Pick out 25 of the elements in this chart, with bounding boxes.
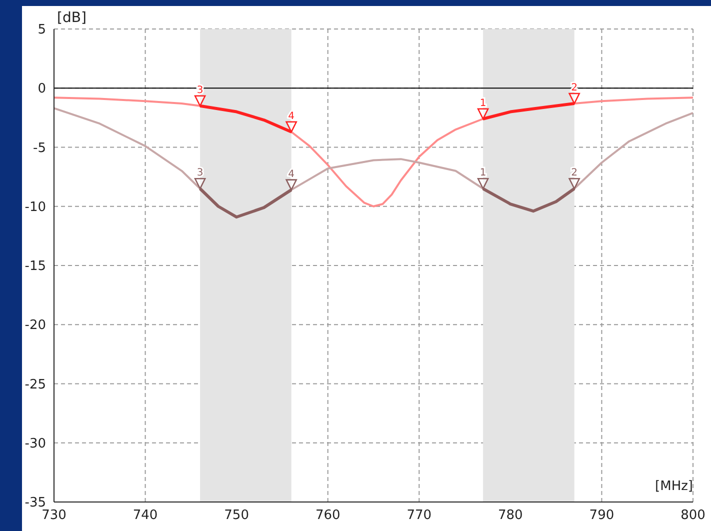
x-tick-label: 730 bbox=[42, 508, 66, 524]
y-axis-title: [dB] bbox=[57, 10, 86, 26]
x-tick-label: 800 bbox=[680, 508, 706, 524]
y-tick-label: -10 bbox=[24, 200, 46, 215]
annotation: 4 bbox=[288, 110, 295, 122]
x-axis-title: [MHz] bbox=[655, 479, 693, 494]
y-tick-label: -5 bbox=[33, 140, 46, 156]
x-tick-label: 780 bbox=[498, 508, 523, 524]
annotation: 3 bbox=[196, 168, 204, 179]
x-tick-label: 770 bbox=[406, 508, 432, 524]
y-tick-label: -35 bbox=[24, 496, 46, 511]
y-tick-label: -30 bbox=[24, 436, 46, 452]
y-tick-label: -25 bbox=[24, 377, 46, 392]
annotation: 1 bbox=[480, 98, 486, 109]
x-tick-label: 750 bbox=[224, 508, 249, 524]
y-tick-label: 5 bbox=[38, 22, 46, 38]
annotation: 2 bbox=[571, 168, 578, 179]
x-tick-label: 740 bbox=[132, 508, 158, 524]
y-tick-label: 0 bbox=[38, 82, 46, 97]
y-tick-label: -15 bbox=[24, 259, 46, 274]
annotation: 1 bbox=[480, 168, 486, 179]
x-tick-label: 790 bbox=[589, 508, 614, 524]
annotation: 4 bbox=[288, 168, 295, 180]
y-tick-label: -20 bbox=[24, 318, 46, 334]
x-tick-label: 760 bbox=[315, 508, 340, 524]
